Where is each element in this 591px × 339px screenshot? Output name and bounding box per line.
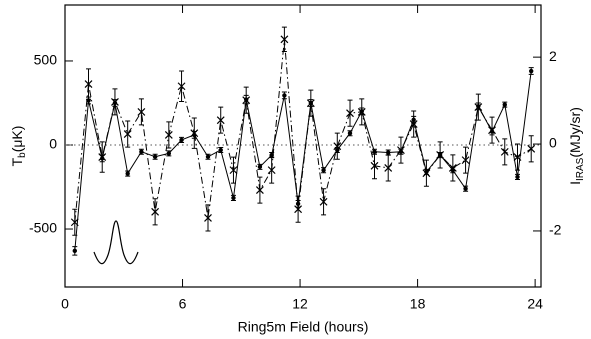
y2-tick-label: 0 <box>549 135 557 151</box>
point <box>111 97 119 106</box>
point <box>529 68 534 74</box>
point <box>346 109 354 118</box>
point <box>463 186 468 191</box>
point <box>513 153 522 162</box>
point <box>397 146 405 155</box>
point <box>515 174 520 180</box>
point <box>164 130 173 139</box>
point <box>257 164 263 170</box>
y2-axis-label: IIRAS(MJy/sr) <box>567 107 586 185</box>
point <box>370 161 379 170</box>
point <box>527 144 536 153</box>
point <box>255 186 264 195</box>
point <box>204 213 212 222</box>
point <box>151 207 160 216</box>
y-label-sub: b <box>17 152 28 158</box>
point <box>242 96 251 105</box>
y2-tick-label: -2 <box>549 222 562 238</box>
point <box>216 116 225 125</box>
point <box>282 93 287 98</box>
point <box>409 120 418 128</box>
y-tick-label: 0 <box>49 136 57 152</box>
point <box>229 166 238 175</box>
point <box>500 147 509 156</box>
series-line <box>74 39 532 223</box>
point <box>306 99 315 108</box>
point <box>84 80 93 89</box>
point <box>488 126 496 135</box>
beam-profile <box>93 220 139 265</box>
point <box>386 150 391 155</box>
point <box>166 151 172 156</box>
y2-label-sub: IRAS <box>575 157 586 181</box>
y2-tick-label: 2 <box>549 48 557 64</box>
point <box>179 137 184 143</box>
series-line <box>74 70 532 251</box>
point <box>218 147 223 153</box>
point <box>137 107 146 116</box>
point <box>123 130 132 138</box>
y-label-unit: (μK) <box>9 126 25 153</box>
y-axis-label: Tb(μK) <box>9 126 28 167</box>
point <box>98 153 107 162</box>
point <box>448 164 457 172</box>
x-tick-label: 18 <box>410 296 426 312</box>
plot-frame <box>64 4 542 288</box>
y-tick-label: -500 <box>29 220 57 236</box>
point <box>280 35 289 44</box>
point <box>436 150 445 159</box>
point <box>139 149 144 154</box>
point <box>70 218 79 227</box>
point <box>152 154 158 159</box>
point <box>333 142 342 151</box>
point <box>125 171 130 176</box>
point <box>502 102 507 107</box>
point <box>384 164 393 172</box>
point <box>267 166 276 175</box>
y2-label-main: I <box>567 181 583 185</box>
point <box>190 129 199 138</box>
point <box>422 169 431 178</box>
point <box>177 82 186 91</box>
x-tick-label: 0 <box>61 296 69 312</box>
point <box>205 154 211 159</box>
point <box>347 131 353 136</box>
x-tick-label: 12 <box>292 296 308 312</box>
y-label-main: T <box>9 157 25 166</box>
y2-label-unit: (MJy/sr) <box>567 107 583 158</box>
x-tick-label: 24 <box>527 296 543 312</box>
point <box>321 168 326 173</box>
point <box>319 197 328 206</box>
point <box>294 205 303 214</box>
point <box>461 156 470 165</box>
point <box>72 248 77 254</box>
x-tick-label: 6 <box>179 296 187 312</box>
y-tick-label: 500 <box>34 52 58 68</box>
point <box>357 107 366 116</box>
x-axis-label: Ring5m Field (hours) <box>238 319 369 335</box>
point <box>231 195 236 201</box>
point <box>474 103 483 112</box>
